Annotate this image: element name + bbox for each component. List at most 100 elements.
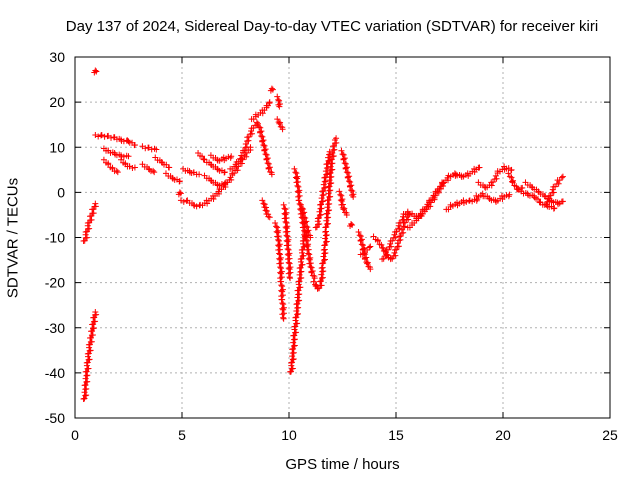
- data-point: [92, 318, 99, 325]
- data-point: [108, 134, 115, 141]
- data-point: [322, 235, 329, 242]
- data-point: [395, 222, 402, 229]
- data-point: [287, 275, 294, 282]
- data-point: [325, 214, 332, 221]
- data-point: [284, 245, 291, 252]
- data-point: [285, 259, 292, 266]
- data-point: [303, 236, 310, 243]
- chart-title: Day 137 of 2024, Sidereal Day-to-day VTE…: [65, 18, 599, 35]
- data-point: [418, 212, 425, 219]
- data-point: [343, 169, 350, 176]
- data-point: [551, 205, 558, 212]
- data-point: [545, 195, 552, 202]
- data-point: [221, 169, 228, 176]
- data-point: [301, 214, 308, 221]
- data-point: [114, 169, 121, 176]
- data-point: [166, 164, 173, 171]
- data-point: [282, 228, 289, 235]
- data-point: [325, 154, 332, 161]
- data-point: [276, 103, 283, 110]
- data-point: [298, 268, 305, 275]
- data-point: [125, 138, 132, 145]
- data-point: [279, 300, 286, 307]
- data-point: [283, 225, 290, 232]
- data-point: [193, 203, 200, 210]
- data-point: [388, 243, 395, 250]
- data-point: [320, 187, 327, 194]
- data-point: [263, 156, 270, 163]
- data-point: [83, 234, 90, 241]
- data-point: [508, 166, 515, 173]
- data-point: [315, 215, 322, 222]
- data-point: [344, 174, 351, 181]
- data-point: [243, 153, 250, 160]
- data-point: [324, 204, 331, 211]
- data-point: [228, 176, 235, 183]
- data-point: [355, 228, 362, 235]
- data-point: [296, 271, 303, 278]
- data-point: [338, 201, 345, 208]
- data-point: [278, 296, 285, 303]
- data-point: [299, 210, 306, 217]
- data-point: [289, 359, 296, 366]
- data-point: [88, 338, 95, 345]
- data-point: [358, 241, 365, 248]
- data-point: [290, 345, 297, 352]
- data-point: [258, 133, 265, 140]
- data-point: [394, 240, 401, 247]
- data-point: [383, 252, 390, 259]
- data-point: [325, 196, 332, 203]
- data-point: [297, 201, 304, 208]
- data-point: [295, 304, 302, 311]
- data-point: [90, 325, 97, 332]
- data-point: [285, 270, 292, 277]
- data-point: [291, 336, 298, 343]
- data-point: [131, 141, 138, 148]
- data-point: [262, 207, 269, 214]
- data-point: [259, 138, 266, 145]
- data-point: [293, 314, 300, 321]
- data-point: [356, 232, 363, 239]
- data-point: [284, 256, 291, 263]
- data-point: [275, 237, 282, 244]
- data-point: [304, 228, 311, 235]
- data-point: [324, 160, 331, 167]
- data-point: [302, 219, 309, 226]
- data-point: [324, 171, 331, 178]
- data-point: [276, 260, 283, 267]
- data-point: [330, 152, 337, 159]
- data-point: [190, 201, 197, 208]
- gridlines: [75, 57, 610, 418]
- data-point: [319, 274, 326, 281]
- data-point: [380, 255, 387, 262]
- data-point: [295, 287, 302, 294]
- data-point: [92, 200, 99, 207]
- data-point: [326, 183, 333, 190]
- x-axis-label: GPS time / hours: [285, 456, 400, 473]
- data-point: [311, 275, 318, 282]
- data-point: [341, 205, 348, 212]
- data-point: [360, 250, 367, 257]
- data-point: [322, 242, 329, 249]
- data-point: [278, 265, 285, 272]
- data-point: [280, 201, 287, 208]
- data-point: [286, 266, 293, 273]
- data-point: [290, 349, 297, 356]
- data-point: [268, 171, 275, 178]
- data-point: [150, 167, 157, 174]
- data-point: [340, 156, 347, 163]
- data-point: [277, 269, 284, 276]
- data-point: [327, 163, 334, 170]
- data-point: [91, 69, 98, 76]
- data-point: [84, 359, 91, 366]
- data-point: [310, 278, 317, 285]
- y-tick-label: -20: [45, 275, 65, 291]
- data-point: [307, 234, 314, 241]
- data-point: [267, 87, 274, 94]
- data-point: [118, 156, 125, 163]
- data-point: [326, 200, 333, 207]
- data-point: [305, 255, 312, 262]
- data-point: [84, 372, 91, 379]
- data-point: [248, 130, 255, 137]
- data-point: [131, 164, 138, 171]
